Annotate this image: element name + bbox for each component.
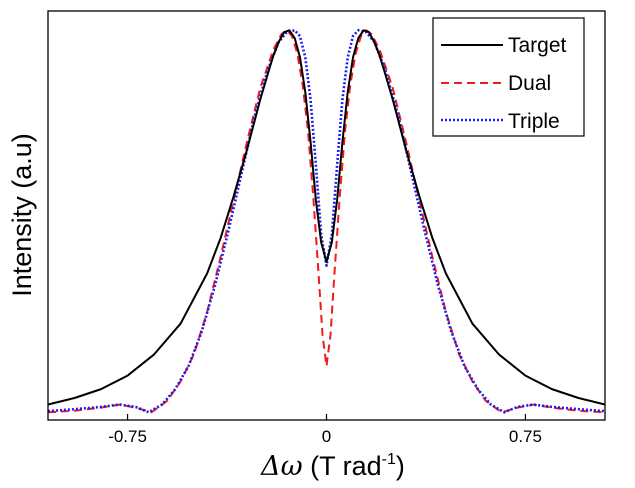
x-tick-label: 0.75 (509, 427, 542, 446)
y-axis-title: Intensity (a.u) (7, 133, 37, 297)
x-axis-title-sup: -1 (382, 451, 396, 468)
legend-box (432, 17, 585, 137)
x-axis-title-main: (T rad (303, 451, 382, 481)
legend-label-triple: Triple (508, 110, 560, 133)
legend-label-target: Target (508, 34, 567, 57)
x-axis-title-end: ) (396, 451, 405, 481)
series-line-target (48, 29, 605, 406)
x-axis-title-symbol: Δω (260, 451, 303, 482)
x-tick-label: 0 (322, 427, 331, 446)
series-line-triple (48, 28, 605, 414)
legend-label-dual: Dual (508, 72, 551, 95)
legend: Target Dual Triple (432, 17, 585, 137)
x-tick-label: -0.75 (108, 427, 147, 446)
x-axis-title: Δω (T rad-1) (260, 451, 405, 482)
